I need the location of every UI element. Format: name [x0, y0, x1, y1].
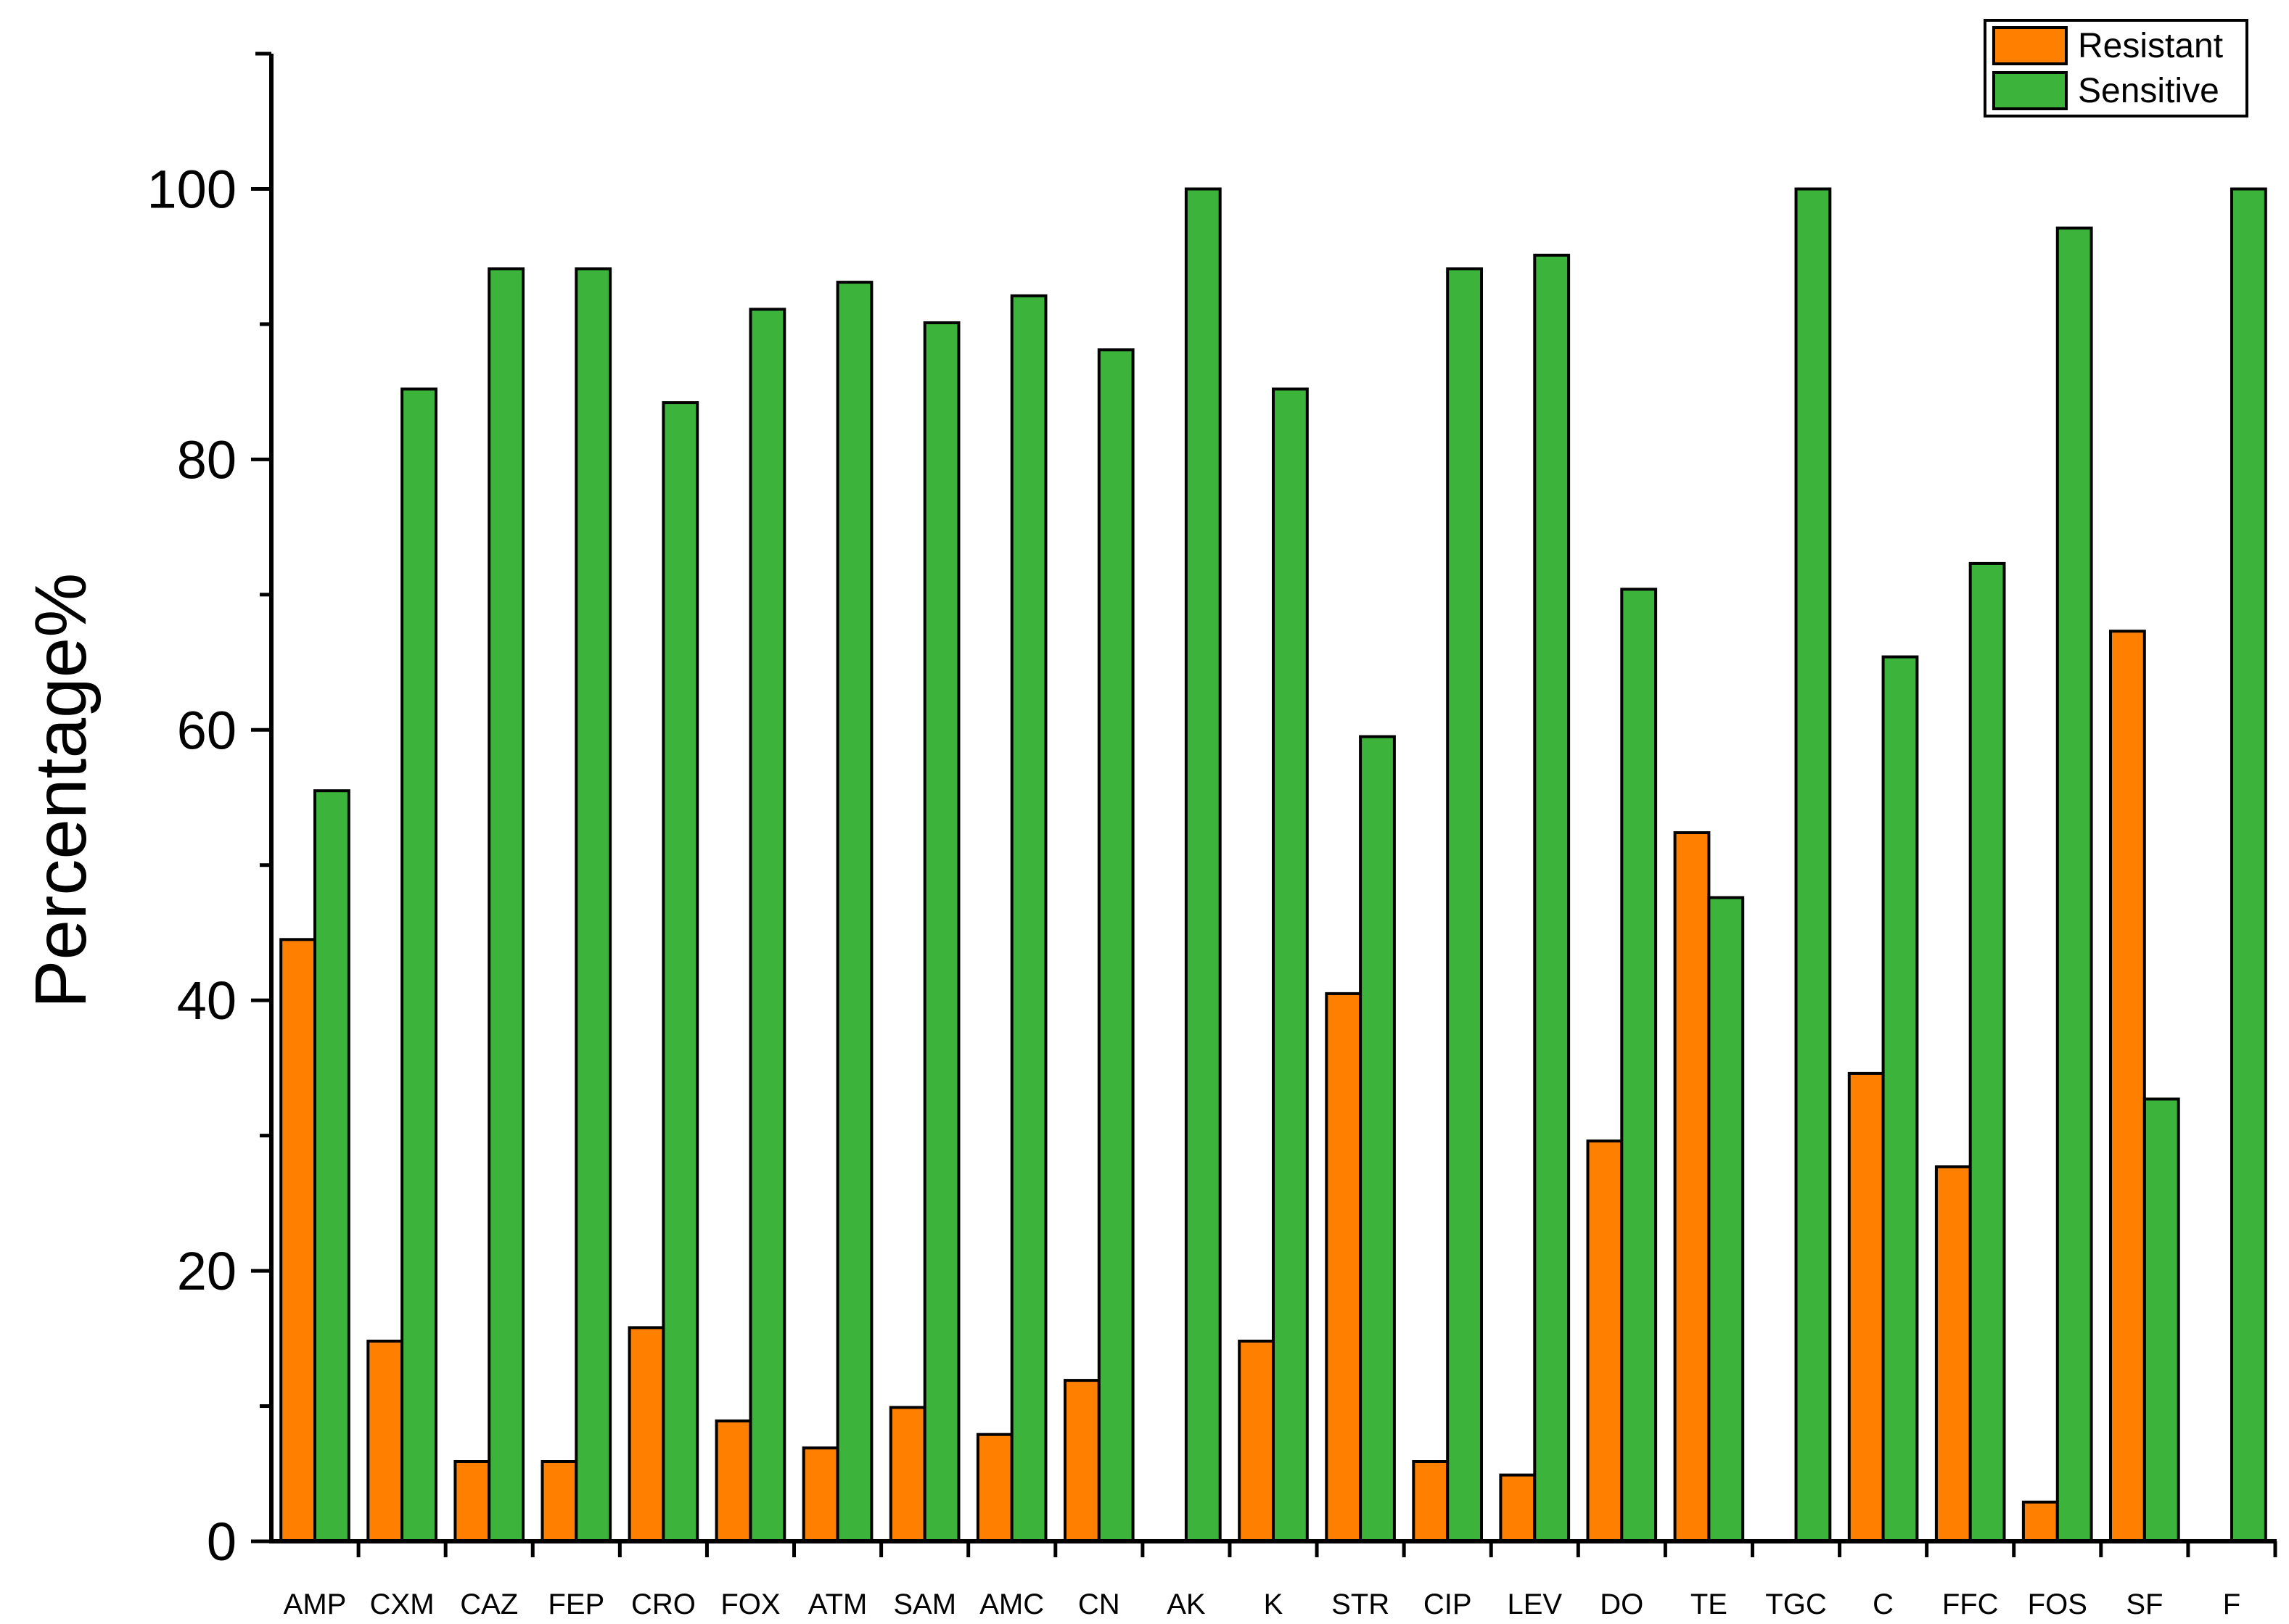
x-tick-label-amc: AMC — [979, 1588, 1044, 1620]
y-tick-label-20: 20 — [177, 1241, 237, 1301]
bar-sensitive-sam — [923, 321, 961, 1543]
bar-resistant-caz — [453, 1460, 491, 1543]
x-tick-label-c: C — [1873, 1588, 1894, 1620]
legend-label-sensitive: Sensitive — [2078, 72, 2219, 110]
x-tick-label-fox: FOX — [720, 1588, 780, 1620]
x-tick-label-atm: ATM — [808, 1588, 867, 1620]
x-tick-label-sam: SAM — [893, 1588, 956, 1620]
x-tick-label-do: DO — [1600, 1588, 1643, 1620]
bar-resistant-k — [1238, 1340, 1275, 1543]
bar-sensitive-tgc — [1794, 187, 1832, 1543]
bar-sensitive-amc — [1010, 294, 1048, 1543]
bar-resistant-lev — [1499, 1473, 1537, 1543]
x-tick-label-fos: FOS — [2028, 1588, 2087, 1620]
x-tick-label-str: STR — [1331, 1588, 1389, 1620]
bar-resistant-do — [1586, 1139, 1624, 1543]
bar-resistant-ffc — [1934, 1165, 1972, 1543]
y-axis-title: Percentage% — [20, 573, 102, 1008]
bar-sensitive-ffc — [1968, 561, 2006, 1543]
bar-sensitive-str — [1359, 735, 1396, 1543]
y-tick-label-100: 100 — [147, 159, 237, 219]
bar-resistant-sf — [2109, 630, 2146, 1543]
bar-sensitive-k — [1272, 387, 1309, 1543]
legend-swatch-resistant — [1992, 26, 2068, 65]
bar-resistant-amc — [976, 1433, 1014, 1543]
y-tick-label-80: 80 — [177, 429, 237, 490]
bar-sensitive-atm — [836, 281, 874, 1543]
bar-resistant-str — [1325, 992, 1363, 1543]
x-tick-label-ak: AK — [1167, 1588, 1206, 1620]
x-tick-label-cro: CRO — [631, 1588, 696, 1620]
bar-sensitive-fox — [749, 308, 786, 1543]
x-tick-label-amp: AMP — [284, 1588, 347, 1620]
y-tick-label-40: 40 — [177, 970, 237, 1031]
x-tick-label-cn: CN — [1078, 1588, 1120, 1620]
x-tick-label-tgc: TGC — [1765, 1588, 1826, 1620]
bar-resistant-atm — [802, 1446, 839, 1543]
bar-sensitive-amp — [313, 789, 350, 1543]
y-ticks-group: 0 20 40 60 80 100 — [147, 159, 271, 1572]
bar-sensitive-cro — [662, 401, 699, 1543]
bar-sensitive-cxm — [400, 387, 437, 1543]
bar-sensitive-cn — [1097, 348, 1135, 1543]
x-tick-label-te: TE — [1690, 1588, 1727, 1620]
bar-sensitive-fos — [2055, 226, 2093, 1543]
x-tick-label-cxm: CXM — [370, 1588, 435, 1620]
x-ticks-group: AMP CXM CAZ FEP CRO FOX ATM SAM AMC CN AK K STR CIP LE… — [284, 1541, 2277, 1620]
bar-resistant-fep — [541, 1460, 578, 1543]
bar-resistant-c — [1847, 1071, 1885, 1543]
bar-resistant-cn — [1064, 1379, 1101, 1543]
bar-sensitive-cip — [1446, 267, 1483, 1543]
legend-label-resistant: Resistant — [2078, 27, 2223, 65]
x-tick-label-sf: SF — [2126, 1588, 2163, 1620]
bar-sensitive-do — [1620, 588, 1658, 1543]
bar-resistant-fox — [715, 1419, 752, 1543]
bar-sensitive-sf — [2142, 1097, 2180, 1543]
bars-group — [279, 187, 2267, 1543]
legend-swatch-sensitive — [1992, 71, 2068, 110]
x-tick-label-fep: FEP — [548, 1588, 604, 1620]
x-tick-label-lev: LEV — [1507, 1588, 1562, 1620]
bar-resistant-cro — [628, 1326, 665, 1543]
bar-sensitive-f — [2230, 187, 2267, 1543]
bar-sensitive-fep — [575, 267, 612, 1543]
legend: Resistant Sensitive — [1984, 19, 2248, 118]
bar-sensitive-lev — [1533, 253, 1571, 1543]
bar-resistant-cxm — [366, 1340, 404, 1543]
bar-resistant-te — [1673, 831, 1711, 1543]
bar-resistant-fos — [2021, 1500, 2059, 1543]
x-tick-label-caz: CAZ — [460, 1588, 518, 1620]
axes-group — [255, 51, 2277, 1543]
bar-resistant-sam — [889, 1406, 926, 1543]
x-tick-label-ffc: FFC — [1942, 1588, 1999, 1620]
bar-sensitive-te — [1707, 896, 1745, 1543]
x-tick-label-f: F — [2223, 1588, 2240, 1620]
bar-sensitive-caz — [488, 267, 525, 1543]
bar-resistant-amp — [279, 938, 317, 1543]
y-tick-label-60: 60 — [177, 700, 237, 760]
bar-sensitive-ak — [1184, 187, 1222, 1543]
bar-sensitive-c — [1881, 655, 1919, 1543]
x-tick-label-cip: CIP — [1423, 1588, 1472, 1620]
x-tick-label-k: K — [1264, 1588, 1283, 1620]
y-tick-label-0: 0 — [207, 1512, 237, 1572]
bar-resistant-cip — [1412, 1460, 1450, 1543]
